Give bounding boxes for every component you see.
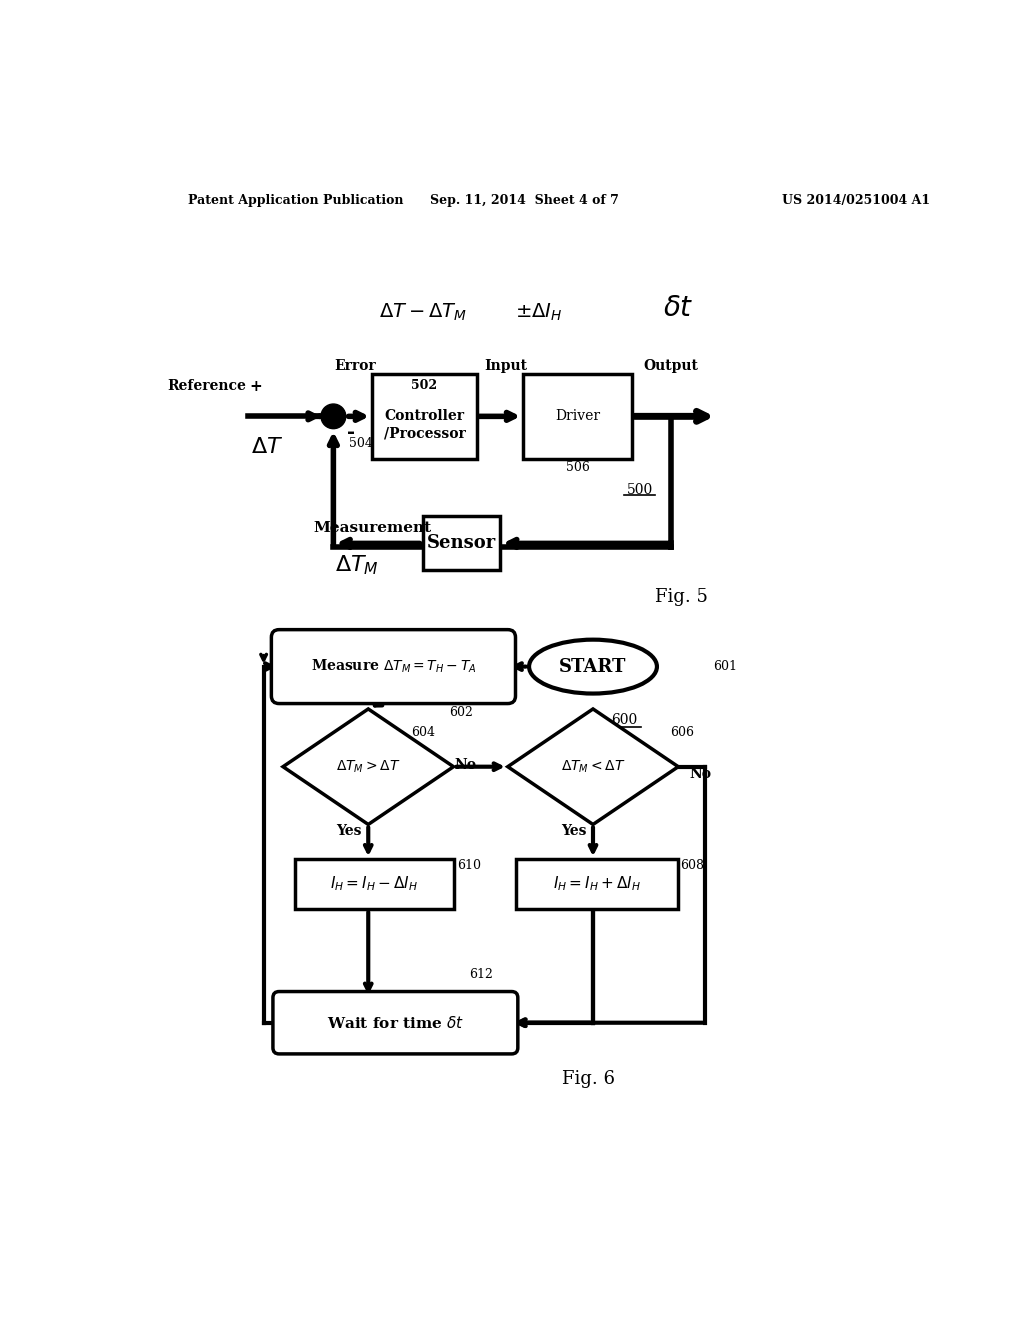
Text: Patent Application Publication: Patent Application Publication xyxy=(188,194,403,207)
Text: 610: 610 xyxy=(458,859,481,871)
Text: US 2014/0251004 A1: US 2014/0251004 A1 xyxy=(782,194,931,207)
Text: $\pm\Delta I_H$: $\pm\Delta I_H$ xyxy=(515,302,562,323)
Text: 608: 608 xyxy=(680,859,703,871)
Text: 602: 602 xyxy=(450,706,473,719)
FancyBboxPatch shape xyxy=(271,630,515,704)
FancyBboxPatch shape xyxy=(295,859,454,909)
Text: 506: 506 xyxy=(565,462,590,474)
Text: Output: Output xyxy=(643,359,698,374)
Text: Measurement: Measurement xyxy=(313,521,431,535)
Text: Sensor: Sensor xyxy=(427,535,496,552)
Text: 504: 504 xyxy=(349,437,373,450)
FancyBboxPatch shape xyxy=(372,374,477,459)
FancyBboxPatch shape xyxy=(523,374,632,459)
Text: Sep. 11, 2014  Sheet 4 of 7: Sep. 11, 2014 Sheet 4 of 7 xyxy=(430,194,620,207)
Text: $\Delta T_M$: $\Delta T_M$ xyxy=(335,553,379,577)
Text: 500: 500 xyxy=(627,483,652,496)
Ellipse shape xyxy=(529,640,657,693)
FancyBboxPatch shape xyxy=(423,516,500,570)
Text: +: + xyxy=(249,379,262,393)
Text: Measure $\Delta T_M = T_H-T_A$: Measure $\Delta T_M = T_H-T_A$ xyxy=(310,657,476,676)
Text: Wait for time $\delta t$: Wait for time $\delta t$ xyxy=(327,1015,464,1031)
Text: 600: 600 xyxy=(611,714,637,727)
Text: Fig. 5: Fig. 5 xyxy=(655,589,708,606)
Text: /Processor: /Processor xyxy=(384,426,465,441)
Text: No: No xyxy=(454,758,476,772)
Text: $I_H = I_H-\Delta I_H$: $I_H = I_H-\Delta I_H$ xyxy=(330,875,418,894)
Text: START: START xyxy=(559,657,627,676)
Text: 604: 604 xyxy=(411,726,435,739)
Text: Driver: Driver xyxy=(555,409,600,424)
FancyBboxPatch shape xyxy=(515,859,678,909)
Text: Fig. 6: Fig. 6 xyxy=(562,1069,615,1088)
Text: Input: Input xyxy=(484,359,527,374)
Text: Yes: Yes xyxy=(561,824,587,838)
Text: Reference: Reference xyxy=(167,379,246,393)
Text: Error: Error xyxy=(334,359,376,374)
Text: $I_H = I_H+\Delta I_H$: $I_H = I_H+\Delta I_H$ xyxy=(553,875,641,894)
Polygon shape xyxy=(283,709,454,825)
FancyBboxPatch shape xyxy=(273,991,518,1053)
Text: $\Delta T_M<\Delta T$: $\Delta T_M<\Delta T$ xyxy=(561,759,626,775)
Text: Yes: Yes xyxy=(336,824,361,838)
Text: $\Delta T-\Delta T_M$: $\Delta T-\Delta T_M$ xyxy=(379,302,466,323)
Text: Controller: Controller xyxy=(384,409,465,424)
Polygon shape xyxy=(508,709,678,825)
Circle shape xyxy=(321,404,346,429)
Text: $\Delta T_M>\Delta T$: $\Delta T_M>\Delta T$ xyxy=(336,759,400,775)
Text: -: - xyxy=(347,422,355,442)
Text: 502: 502 xyxy=(412,379,437,392)
Text: $\Delta T$: $\Delta T$ xyxy=(251,436,284,458)
Text: 612: 612 xyxy=(469,968,493,981)
Text: 601: 601 xyxy=(713,660,737,673)
Text: 606: 606 xyxy=(671,726,694,739)
Text: $\delta t$: $\delta t$ xyxy=(663,296,693,322)
Text: No: No xyxy=(690,767,712,781)
